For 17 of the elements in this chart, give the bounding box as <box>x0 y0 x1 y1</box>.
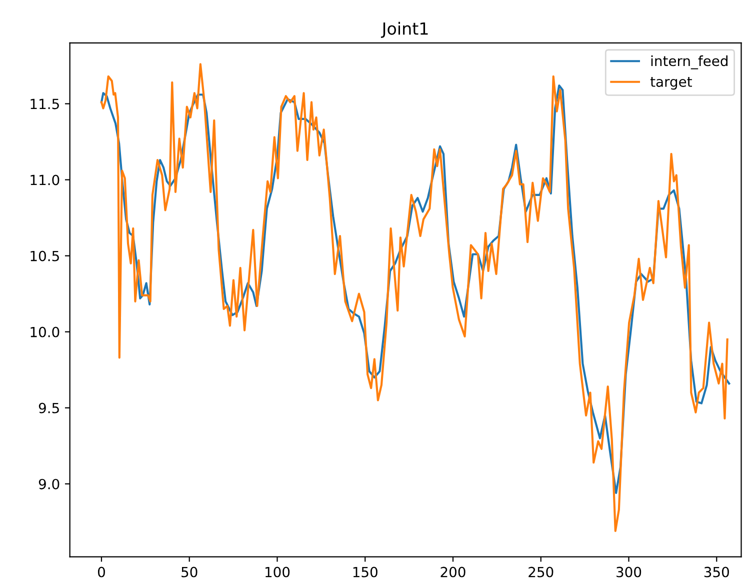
x-tick-label: 300 <box>616 566 642 578</box>
y-tick-label: 10.0 <box>30 326 60 338</box>
legend-label: target <box>650 76 692 90</box>
x-tick-label: 150 <box>353 566 378 578</box>
x-tick-label: 250 <box>528 566 554 578</box>
y-tick-label: 9.5 <box>38 402 59 414</box>
chart-title: Joint1 <box>380 22 428 38</box>
y-tick-label: 9.0 <box>38 478 60 490</box>
x-tick-label: 50 <box>182 566 198 578</box>
x-tick-label: 0 <box>98 566 105 578</box>
x-tick-label: 100 <box>266 566 290 578</box>
x-tick-label: 350 <box>704 566 729 578</box>
y-tick-label: 11.5 <box>30 98 59 110</box>
legend-label: intern_feed <box>651 55 728 70</box>
y-tick-label: 11.0 <box>30 174 60 186</box>
x-tick-label: 200 <box>440 566 466 578</box>
y-tick-label: 10.5 <box>30 250 59 262</box>
